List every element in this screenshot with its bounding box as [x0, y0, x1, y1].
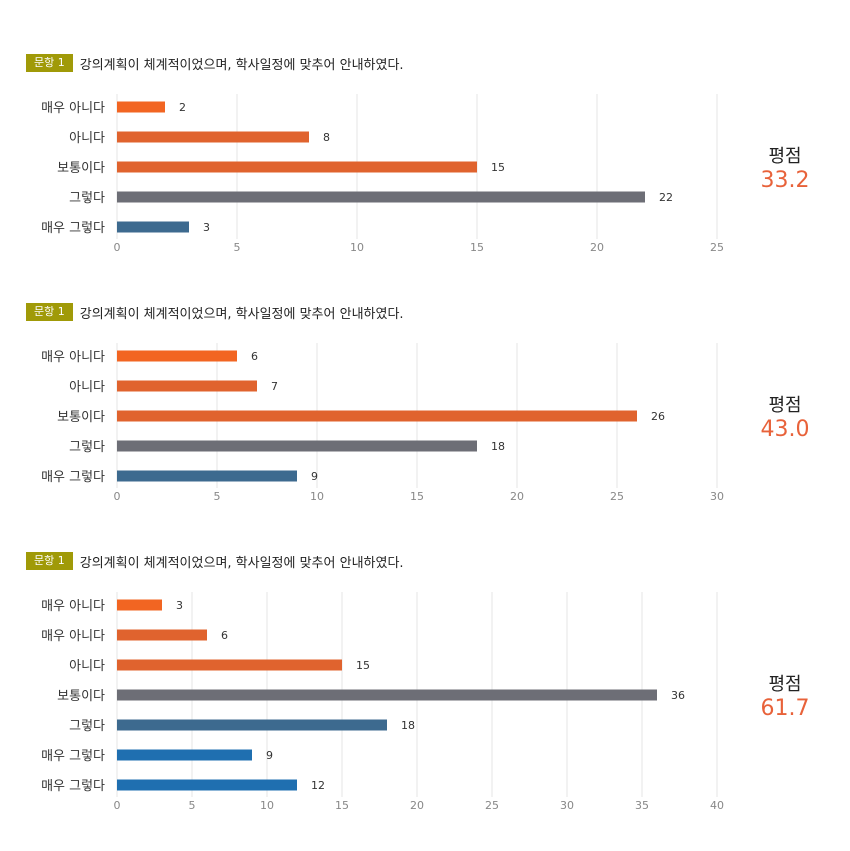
category-label: 보통이다: [57, 689, 105, 704]
data-label: 6: [221, 629, 228, 642]
data-label: 36: [671, 689, 685, 702]
bar: [117, 599, 162, 611]
bar: [117, 749, 252, 761]
x-tick-label: 25: [710, 241, 724, 254]
category-label: 그렇다: [69, 719, 105, 734]
data-label: 12: [311, 779, 325, 792]
bar: [117, 131, 309, 143]
x-tick-label: 15: [470, 241, 484, 254]
bar: [117, 410, 637, 422]
bar-chart: 0 5 10 15 20 25 30 35 40 매우 아니다 3 매우 아니다 6 아니다 15 보통이다 3…: [41, 592, 724, 812]
data-label: 8: [323, 131, 330, 144]
x-tick-label: 10: [260, 799, 274, 812]
bar: [117, 629, 207, 641]
question-badge: 문항 1: [26, 54, 73, 72]
data-label: 26: [651, 410, 665, 423]
data-label: 18: [401, 719, 415, 732]
category-label: 그렇다: [69, 191, 105, 206]
category-label: 보통이다: [57, 410, 105, 425]
bar: [117, 101, 165, 113]
x-tick-label: 30: [560, 799, 574, 812]
bar-chart: 0 5 10 15 20 25 매우 아니다 2 아니다 8 보통이다 15 그렇다 22 매우 그렇다 3: [41, 94, 724, 254]
x-tick-label: 40: [710, 799, 724, 812]
question-header: 문항 1 강의계획이 체계적이었으며, 학사일정에 맞추어 안내하였다.: [26, 552, 404, 571]
question-text: 강의계획이 체계적이었으며, 학사일정에 맞추어 안내하였다.: [79, 555, 404, 571]
data-label: 6: [251, 350, 258, 363]
category-label: 매우 그렇다: [41, 749, 105, 764]
question-text: 강의계획이 체계적이었으며, 학사일정에 맞추어 안내하였다.: [79, 57, 404, 73]
data-label: 9: [266, 749, 273, 762]
category-label: 매우 그렇다: [41, 779, 105, 794]
bar-chart: 0 5 10 15 20 25 30 매우 아니다 6 아니다 7 보통이다 26 그렇다 18 매우 그렇다…: [41, 343, 724, 503]
data-label: 9: [311, 470, 318, 483]
score-label: 평점: [768, 674, 802, 695]
question-header: 문항 1 강의계획이 체계적이었으며, 학사일정에 맞추어 안내하였다.: [26, 54, 404, 73]
x-tick-label: 0: [114, 241, 121, 254]
x-tick-label: 30: [710, 490, 724, 503]
category-label: 아니다: [69, 380, 105, 395]
category-label: 매우 아니다: [41, 101, 105, 116]
question-badge: 문항 1: [26, 552, 73, 570]
x-tick-label: 15: [335, 799, 349, 812]
bar: [117, 380, 257, 392]
bar: [117, 440, 477, 452]
x-tick-label: 20: [510, 490, 524, 503]
bar: [117, 779, 297, 791]
x-tick-label: 0: [114, 799, 121, 812]
bar: [117, 191, 645, 203]
category-label: 매우 아니다: [41, 599, 105, 614]
data-label: 7: [271, 380, 278, 393]
category-label: 보통이다: [57, 161, 105, 176]
category-label: 아니다: [69, 659, 105, 674]
data-label: 15: [491, 161, 505, 174]
bar: [117, 221, 189, 233]
category-label: 매우 아니다: [41, 350, 105, 365]
question-badge: 문항 1: [26, 303, 73, 321]
x-tick-label: 15: [410, 490, 424, 503]
score-value: 43.0: [760, 417, 810, 442]
x-tick-label: 20: [410, 799, 424, 812]
score-label: 평점: [768, 395, 802, 416]
x-tick-label: 20: [590, 241, 604, 254]
category-label: 아니다: [69, 131, 105, 146]
category-label: 그렇다: [69, 440, 105, 455]
data-label: 3: [203, 221, 210, 234]
x-tick-label: 35: [635, 799, 649, 812]
x-tick-label: 25: [485, 799, 499, 812]
score-label: 평점: [768, 146, 802, 167]
bar: [117, 350, 237, 362]
x-tick-label: 10: [310, 490, 324, 503]
x-tick-label: 5: [234, 241, 241, 254]
x-tick-label: 5: [214, 490, 221, 503]
bar: [117, 659, 342, 671]
x-tick-label: 5: [189, 799, 196, 812]
bar: [117, 689, 657, 701]
data-label: 18: [491, 440, 505, 453]
category-label: 매우 아니다: [41, 629, 105, 644]
question-text: 강의계획이 체계적이었으며, 학사일정에 맞추어 안내하였다.: [79, 306, 404, 322]
category-label: 매우 그렇다: [41, 221, 105, 236]
bar: [117, 470, 297, 482]
x-tick-label: 0: [114, 490, 121, 503]
score-panel: 평점 43.0: [750, 395, 820, 443]
data-label: 15: [356, 659, 370, 672]
score-panel: 평점 61.7: [750, 674, 820, 722]
data-label: 3: [176, 599, 183, 612]
x-tick-label: 25: [610, 490, 624, 503]
bar: [117, 719, 387, 731]
category-label: 매우 그렇다: [41, 470, 105, 485]
score-panel: 평점 33.2: [750, 146, 820, 194]
data-label: 2: [179, 101, 186, 114]
bar: [117, 161, 477, 173]
data-label: 22: [659, 191, 673, 204]
score-value: 33.2: [760, 168, 810, 193]
x-tick-label: 10: [350, 241, 364, 254]
score-value: 61.7: [760, 696, 810, 721]
question-header: 문항 1 강의계획이 체계적이었으며, 학사일정에 맞추어 안내하였다.: [26, 303, 404, 322]
